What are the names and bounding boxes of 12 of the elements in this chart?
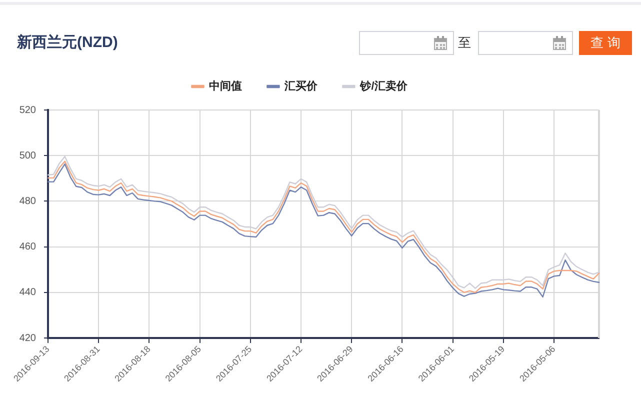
- y-tick-label: 420: [19, 332, 36, 344]
- text: 至: [458, 34, 471, 52]
- y-tick-label: 520: [19, 104, 36, 116]
- y-tick-label: 480: [19, 196, 36, 207]
- query-button: 查 询: [579, 31, 632, 55]
- legend-label: 钞/汇卖价: [359, 80, 408, 93]
- chart-title: 新西兰元(NZD): [17, 33, 118, 53]
- legend-label: 中间值: [209, 80, 242, 93]
- y-tick-label: 440: [19, 287, 36, 298]
- y-tick-label: 500: [19, 150, 36, 162]
- y-tick-label: 460: [19, 242, 36, 253]
- legend-label: 汇买价: [284, 80, 319, 93]
